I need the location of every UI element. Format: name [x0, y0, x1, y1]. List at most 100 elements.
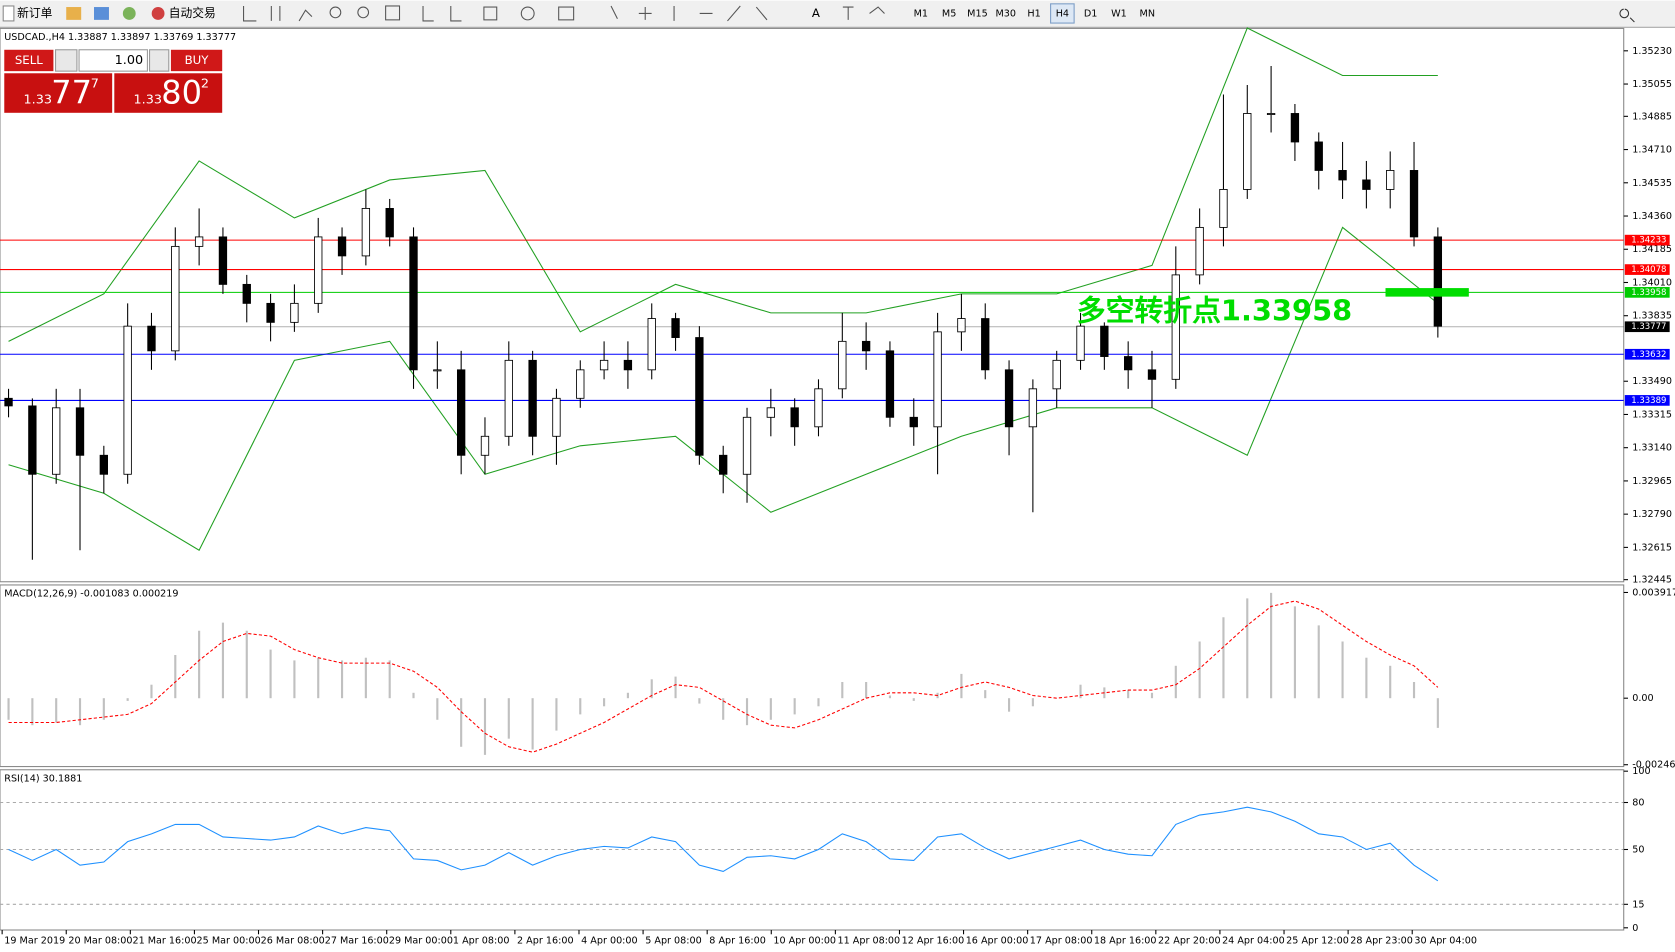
candle-body [647, 318, 656, 371]
timeframe[interactable]: H4 [1056, 8, 1069, 19]
toolbar [0, 0, 1675, 28]
pivot-annotation: 多空转折点1.33958 [1077, 294, 1352, 328]
price-panel [0, 27, 1625, 583]
auto-trading-icon[interactable] [151, 7, 165, 20]
y-tick-label: 1.34010 [1632, 277, 1672, 288]
candle-body [576, 369, 585, 399]
candle-body [314, 236, 323, 304]
timeframe[interactable]: M1 [914, 8, 928, 19]
timeframe[interactable]: MN [1140, 8, 1155, 19]
timeframe[interactable]: H1 [1027, 8, 1040, 19]
y-tick-label: -0.002465 [1632, 760, 1675, 771]
tool-icons[interactable] [243, 5, 885, 22]
candle-body [885, 350, 895, 418]
level-tag [1624, 234, 1670, 246]
candle-body [838, 340, 847, 390]
icon[interactable] [122, 7, 136, 20]
rsi-line [8, 806, 1439, 882]
lots-down[interactable] [55, 49, 78, 72]
x-tick-label: 8 Apr 16:00 [709, 936, 766, 947]
candle-body [1219, 189, 1228, 228]
x-tick-label: 26 Mar 08:00 [261, 936, 325, 947]
candle-body [361, 207, 371, 257]
candle-body [1195, 226, 1204, 276]
candle-body [480, 435, 490, 456]
buy-prefix[interactable]: 1.33 [134, 92, 163, 107]
sell-price-box[interactable] [4, 73, 113, 113]
timeframe[interactable]: D1 [1084, 8, 1098, 19]
candle-body [409, 236, 418, 371]
level-tag-label: 1.34078 [1631, 265, 1666, 275]
lots-field[interactable] [78, 49, 148, 72]
buy-label[interactable]: BUY [185, 53, 210, 67]
sell-big[interactable]: 77 [51, 74, 92, 112]
y-tick-label: 15 [1632, 899, 1644, 910]
level-tag-label: 1.33632 [1631, 350, 1666, 360]
candle-body [504, 359, 513, 437]
level-tag-label: 1.33958 [1631, 288, 1666, 298]
y-tick-label: 0.00 [1632, 693, 1653, 704]
y-tick-label: 1.33490 [1632, 376, 1672, 387]
timeframe[interactable]: M30 [995, 8, 1016, 19]
candle-body [147, 325, 156, 352]
candle-body [957, 318, 966, 333]
auto-trading[interactable]: 自动交易 [169, 6, 216, 20]
text-tool[interactable]: A [812, 6, 820, 20]
buy-price-box[interactable] [114, 73, 223, 113]
candle-body [242, 283, 251, 304]
candle-body [599, 359, 609, 371]
candle-body [1100, 325, 1109, 357]
timeframe[interactable]: M5 [942, 8, 956, 19]
x-tick-label: 25 Apr 12:00 [1286, 936, 1349, 947]
sell-button[interactable] [4, 49, 54, 72]
candle-body [790, 407, 799, 428]
sell-prefix[interactable]: 1.33 [24, 92, 52, 107]
y-tick-label: 1.34535 [1632, 178, 1672, 189]
lots[interactable]: 1.00 [115, 53, 144, 68]
y-tick-label: 1.32790 [1632, 509, 1672, 520]
level-tag [1624, 287, 1670, 298]
candle-body [1147, 369, 1157, 380]
y-tick-label: 1.35230 [1632, 46, 1672, 57]
sell-small[interactable]: 7 [91, 76, 99, 91]
x-tick-label: 25 Mar 00:00 [197, 936, 261, 947]
macd-title: MACD(12,26,9) -0.001083 0.000219 [4, 589, 178, 600]
y-tick-label: 1.34885 [1632, 111, 1672, 122]
y-tick-label: 1.34360 [1632, 211, 1672, 222]
candle-body [99, 454, 108, 475]
candle-body [433, 369, 442, 372]
candle-body [385, 207, 394, 238]
candle-body [528, 359, 537, 437]
candle-body [1362, 179, 1371, 190]
y-tick-label: 1.35055 [1632, 79, 1672, 90]
x-tick-label: 17 Apr 08:00 [1030, 936, 1093, 947]
x-tick-label: 1 Apr 08:00 [453, 936, 510, 947]
pivot-marker [1385, 288, 1469, 297]
icon[interactable] [66, 7, 82, 20]
x-tick-label: 16 Apr 00:00 [966, 936, 1029, 947]
y-tick-label: 0 [1632, 923, 1638, 934]
price-title: USDCAD.,H4 1.33887 1.33897 1.33769 1.337… [4, 32, 236, 43]
candle-body [52, 407, 61, 475]
candle-body [1409, 170, 1419, 238]
candle-body [719, 454, 728, 475]
timeframe[interactable]: W1 [1111, 8, 1127, 19]
search-icon[interactable] [1619, 8, 1635, 23]
sell-label[interactable]: SELL [15, 53, 43, 67]
candle-body [1314, 141, 1323, 171]
lots-up[interactable] [149, 49, 170, 72]
y-tick-label: 1.32615 [1632, 542, 1672, 553]
x-tick-label: 21 Mar 16:00 [132, 936, 196, 947]
x-tick-label: 4 Apr 00:00 [581, 936, 638, 947]
timeframe[interactable]: M15 [967, 8, 988, 19]
candle-body [28, 405, 37, 475]
x-tick-label: 2 Apr 16:00 [517, 936, 574, 947]
buy-big[interactable]: 80 [161, 74, 202, 112]
buy-button[interactable] [170, 49, 223, 72]
new-order[interactable]: 新订单 [17, 6, 52, 20]
buy-small[interactable]: 2 [201, 76, 209, 91]
y-tick-label: 1.33315 [1632, 409, 1672, 420]
new-order-icon[interactable] [2, 5, 15, 22]
level-tag-label: 1.33777 [1631, 322, 1666, 332]
icon[interactable] [94, 7, 109, 20]
